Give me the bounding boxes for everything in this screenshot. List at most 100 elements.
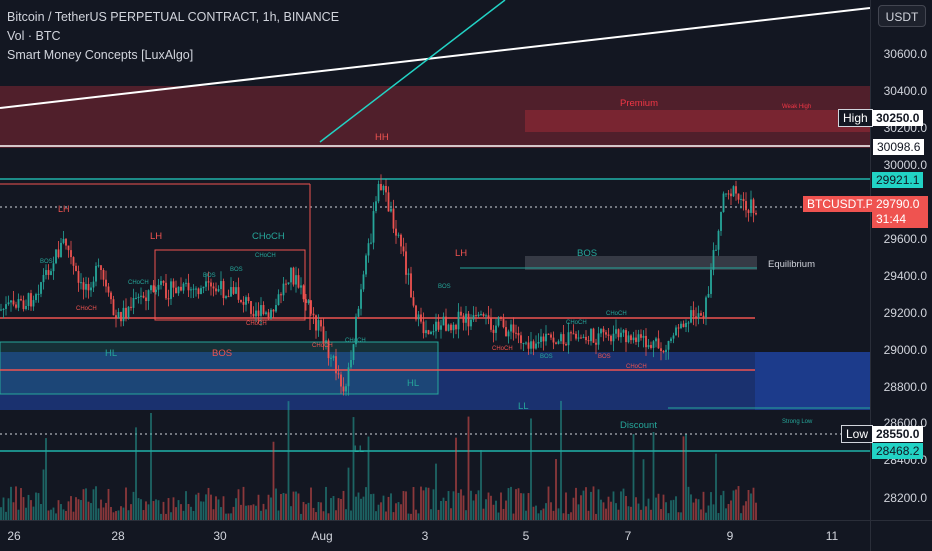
last-price: 29790.0 — [876, 197, 920, 211]
volume-bar — [227, 513, 230, 520]
volume-bar — [582, 490, 585, 520]
hl-label-1: HL — [105, 348, 117, 359]
volume-bar — [192, 511, 195, 520]
candle-body — [442, 316, 445, 326]
volume-bar — [332, 496, 335, 520]
volume-bar — [347, 467, 350, 520]
time-axis[interactable]: 26 28 30 Aug 3 5 7 9 11 — [0, 520, 870, 551]
candle-body — [185, 282, 187, 284]
candle-body — [0, 309, 2, 311]
candle-body — [720, 212, 722, 231]
candle-body — [385, 185, 387, 193]
volume-bar — [195, 494, 197, 520]
price-tick-label: 30000.0 — [883, 158, 927, 172]
volume-bar — [642, 459, 645, 520]
low-price-badge: 28550.0 — [872, 426, 924, 442]
volume-bar — [210, 494, 212, 520]
volume-bar — [360, 498, 362, 520]
candle-body — [140, 295, 142, 297]
candle-body — [695, 316, 697, 318]
candle-body — [85, 283, 87, 290]
volume-bar — [110, 506, 112, 520]
candle-body — [427, 330, 430, 335]
candle-body — [480, 313, 482, 315]
candle-body — [327, 340, 330, 359]
volume-bar — [612, 491, 615, 520]
price-axis[interactable]: 30600.030400.030200.030000.029800.029600… — [870, 0, 932, 520]
candle-body — [325, 340, 327, 344]
volume-bar — [372, 493, 375, 520]
chart-area[interactable]: Premium Weak High Equilibrium Discount S… — [0, 0, 870, 520]
candle-body — [87, 283, 90, 291]
candle-body — [137, 296, 140, 298]
volume-bar — [240, 504, 242, 520]
volume-bar — [417, 513, 420, 520]
candle-body — [42, 274, 45, 283]
symbol-title[interactable]: Bitcoin / TetherUS PERPETUAL CONTRACT, 1… — [7, 10, 340, 24]
volume-bar — [477, 490, 480, 520]
candle-body — [237, 287, 240, 300]
volume-bar — [732, 490, 735, 520]
time-tick-label: 5 — [522, 529, 530, 543]
candle-body — [410, 273, 412, 298]
volume-bar — [47, 510, 50, 520]
candle-body — [252, 313, 255, 317]
candle-body — [240, 299, 242, 302]
candle-body — [650, 345, 652, 348]
candle-body — [640, 334, 642, 338]
candle-body — [465, 313, 467, 323]
candle-body — [542, 336, 545, 342]
candle-body — [727, 193, 730, 195]
candle-body — [380, 184, 382, 191]
candle-body — [330, 357, 332, 359]
volume-bar — [62, 509, 65, 520]
volume-bar — [235, 498, 237, 520]
smc-indicator-title[interactable]: Smart Money Concepts [LuxAlgo] — [7, 48, 194, 62]
candle-body — [492, 329, 495, 333]
candle-body — [592, 328, 595, 343]
volume-bar — [557, 508, 560, 520]
volume-bar — [207, 487, 210, 520]
candle-body — [355, 316, 357, 345]
volume-bar — [187, 503, 190, 520]
candle-body — [457, 311, 460, 330]
volume-bar — [280, 494, 282, 520]
volume-bar — [727, 503, 730, 520]
volume-bar — [150, 412, 152, 520]
candle-body — [420, 314, 422, 322]
candle-body — [25, 305, 27, 310]
candle-body — [285, 283, 287, 285]
volume-bar — [155, 499, 157, 520]
volume-bar — [107, 488, 110, 520]
time-tick-label: 28 — [111, 529, 125, 543]
choch-small-1: CHoCH — [128, 280, 149, 286]
volume-bar — [292, 491, 295, 520]
candle-body — [302, 285, 305, 300]
candle-body — [135, 297, 137, 299]
volume-bar — [515, 489, 517, 520]
volume-bar — [400, 504, 402, 520]
volume-bar — [350, 510, 352, 520]
candle-body — [437, 321, 440, 330]
candle-body — [115, 315, 117, 319]
lh-label-2: LH — [455, 248, 467, 259]
candle-body — [12, 300, 15, 305]
candle-body — [675, 327, 677, 336]
volume-indicator-title[interactable]: Vol · BTC — [7, 29, 61, 43]
currency-button[interactable]: USDT — [878, 5, 926, 27]
candle-body — [580, 337, 582, 339]
candle-body — [487, 315, 490, 319]
volume-bar — [100, 499, 102, 520]
candle-body — [555, 342, 557, 344]
volume-bar — [52, 507, 55, 520]
equilibrium-label: Equilibrium — [768, 259, 815, 270]
candle-body — [700, 313, 702, 316]
price-chart[interactable]: Premium Weak High Equilibrium Discount S… — [0, 0, 870, 520]
volume-bar — [610, 501, 612, 520]
volume-bar — [710, 492, 712, 520]
candle-body — [100, 265, 102, 271]
candle-body — [532, 341, 535, 349]
volume-bar — [502, 508, 505, 520]
volume-bar — [680, 512, 682, 520]
line-price-badge-a: 30098.6 — [872, 138, 926, 156]
